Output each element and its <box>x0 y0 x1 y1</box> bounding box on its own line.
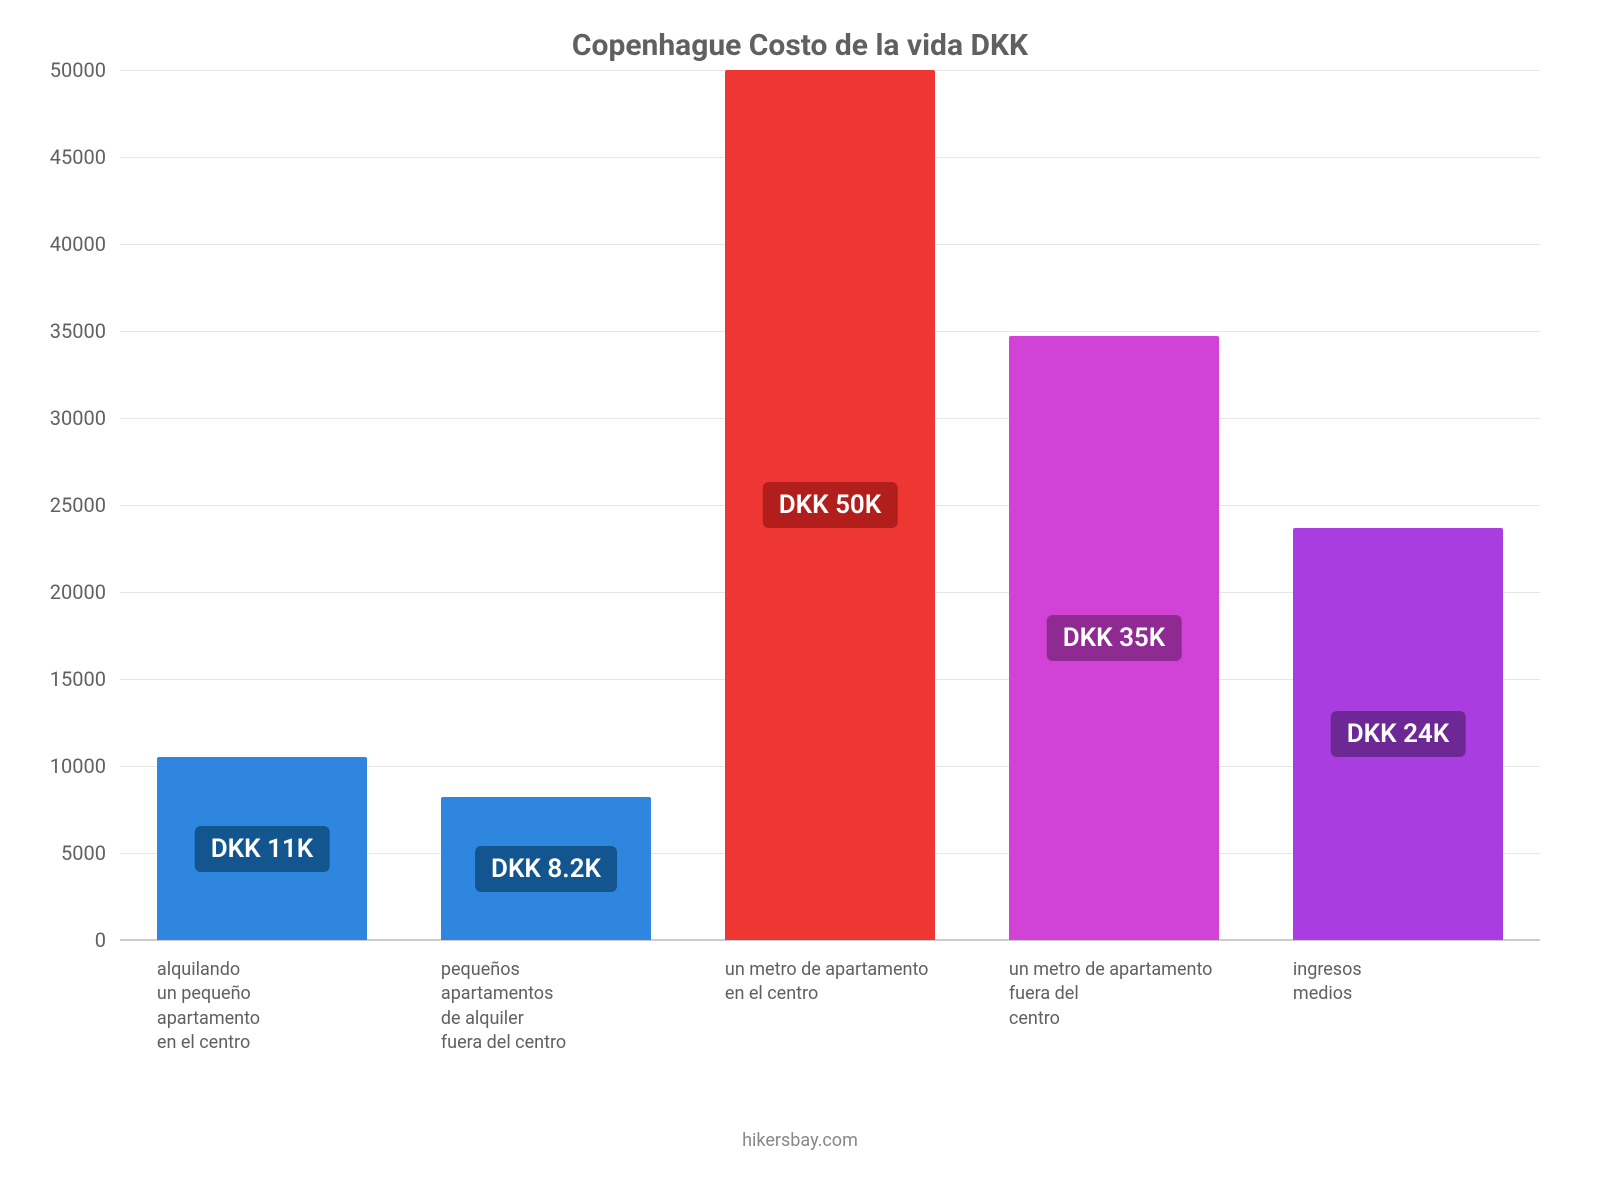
bar: DKK 8.2K <box>441 797 651 940</box>
x-category-label: un metro de apartamento fuera del centro <box>1009 958 1249 1031</box>
attribution-text: hikersbay.com <box>0 1130 1600 1151</box>
y-tick-label: 5000 <box>16 841 106 865</box>
y-tick-label: 45000 <box>16 145 106 169</box>
y-tick-label: 20000 <box>16 580 106 604</box>
value-badge: DKK 11K <box>195 826 330 872</box>
value-badge: DKK 24K <box>1331 711 1466 757</box>
bar: DKK 50K <box>725 70 935 940</box>
x-category-label: un metro de apartamento en el centro <box>725 958 965 1007</box>
x-category-label: alquilando un pequeño apartamento en el … <box>157 958 397 1055</box>
chart-title: Copenhague Costo de la vida DKK <box>0 28 1600 63</box>
bar: DKK 35K <box>1009 336 1219 940</box>
y-tick-label: 15000 <box>16 667 106 691</box>
value-badge: DKK 50K <box>763 482 898 528</box>
y-tick-label: 25000 <box>16 493 106 517</box>
y-tick-label: 10000 <box>16 754 106 778</box>
y-tick-label: 40000 <box>16 232 106 256</box>
chart-canvas: Copenhague Costo de la vida DKK 05000100… <box>0 0 1600 1200</box>
x-category-label: pequeños apartamentos de alquiler fuera … <box>441 958 681 1055</box>
value-badge: DKK 8.2K <box>475 846 617 892</box>
bar: DKK 24K <box>1293 528 1503 940</box>
value-badge: DKK 35K <box>1047 615 1182 661</box>
plot-area: 0500010000150002000025000300003500040000… <box>120 70 1540 940</box>
y-tick-label: 35000 <box>16 319 106 343</box>
bar: DKK 11K <box>157 757 367 940</box>
y-tick-label: 50000 <box>16 58 106 82</box>
y-tick-label: 30000 <box>16 406 106 430</box>
x-category-label: ingresos medios <box>1293 958 1533 1007</box>
y-tick-label: 0 <box>16 928 106 952</box>
